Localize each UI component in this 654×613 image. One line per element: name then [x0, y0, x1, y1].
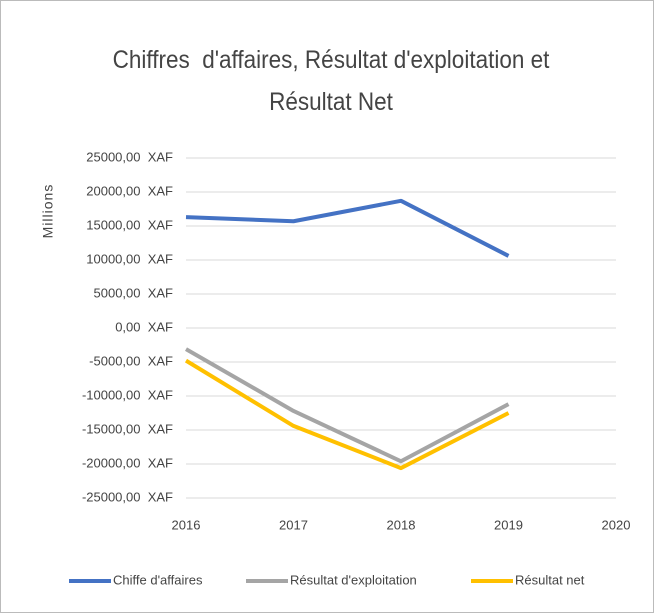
y-tick-label: 10000,00 XAF: [86, 251, 173, 266]
y-tick-label: 0,00 XAF: [115, 319, 173, 334]
series-line: [184, 358, 510, 471]
y-axis-label: Millions: [40, 184, 56, 239]
legend-label: Résultat d'exploitation: [290, 572, 417, 587]
y-tick-label: -10000,00 XAF: [82, 387, 173, 402]
y-tick-label: 20000,00 XAF: [86, 183, 173, 198]
series-line: [185, 347, 510, 464]
x-tick-label: 2017: [279, 517, 308, 532]
x-tick-label: 2020: [602, 517, 631, 532]
y-tick-label: 15000,00 XAF: [86, 217, 173, 232]
y-tick-label: -25000,00 XAF: [82, 489, 173, 504]
chart-title: Chiffres d'affaires, Résultat d'exploita…: [112, 46, 556, 116]
series-line: [185, 198, 510, 258]
x-tick-label: 2018: [387, 517, 416, 532]
x-tick-label: 2019: [494, 517, 523, 532]
legend-label: Chiffe d'affaires: [113, 572, 203, 587]
y-tick-label: 25000,00 XAF: [86, 149, 173, 164]
y-tick-label: 5000,00 XAF: [94, 285, 174, 300]
x-tick-label: 2016: [172, 517, 201, 532]
legend-label: Résultat net: [515, 572, 585, 587]
y-tick-label: -20000,00 XAF: [82, 455, 173, 470]
y-tick-label: -15000,00 XAF: [82, 421, 173, 436]
y-tick-label: -5000,00 XAF: [89, 353, 173, 368]
